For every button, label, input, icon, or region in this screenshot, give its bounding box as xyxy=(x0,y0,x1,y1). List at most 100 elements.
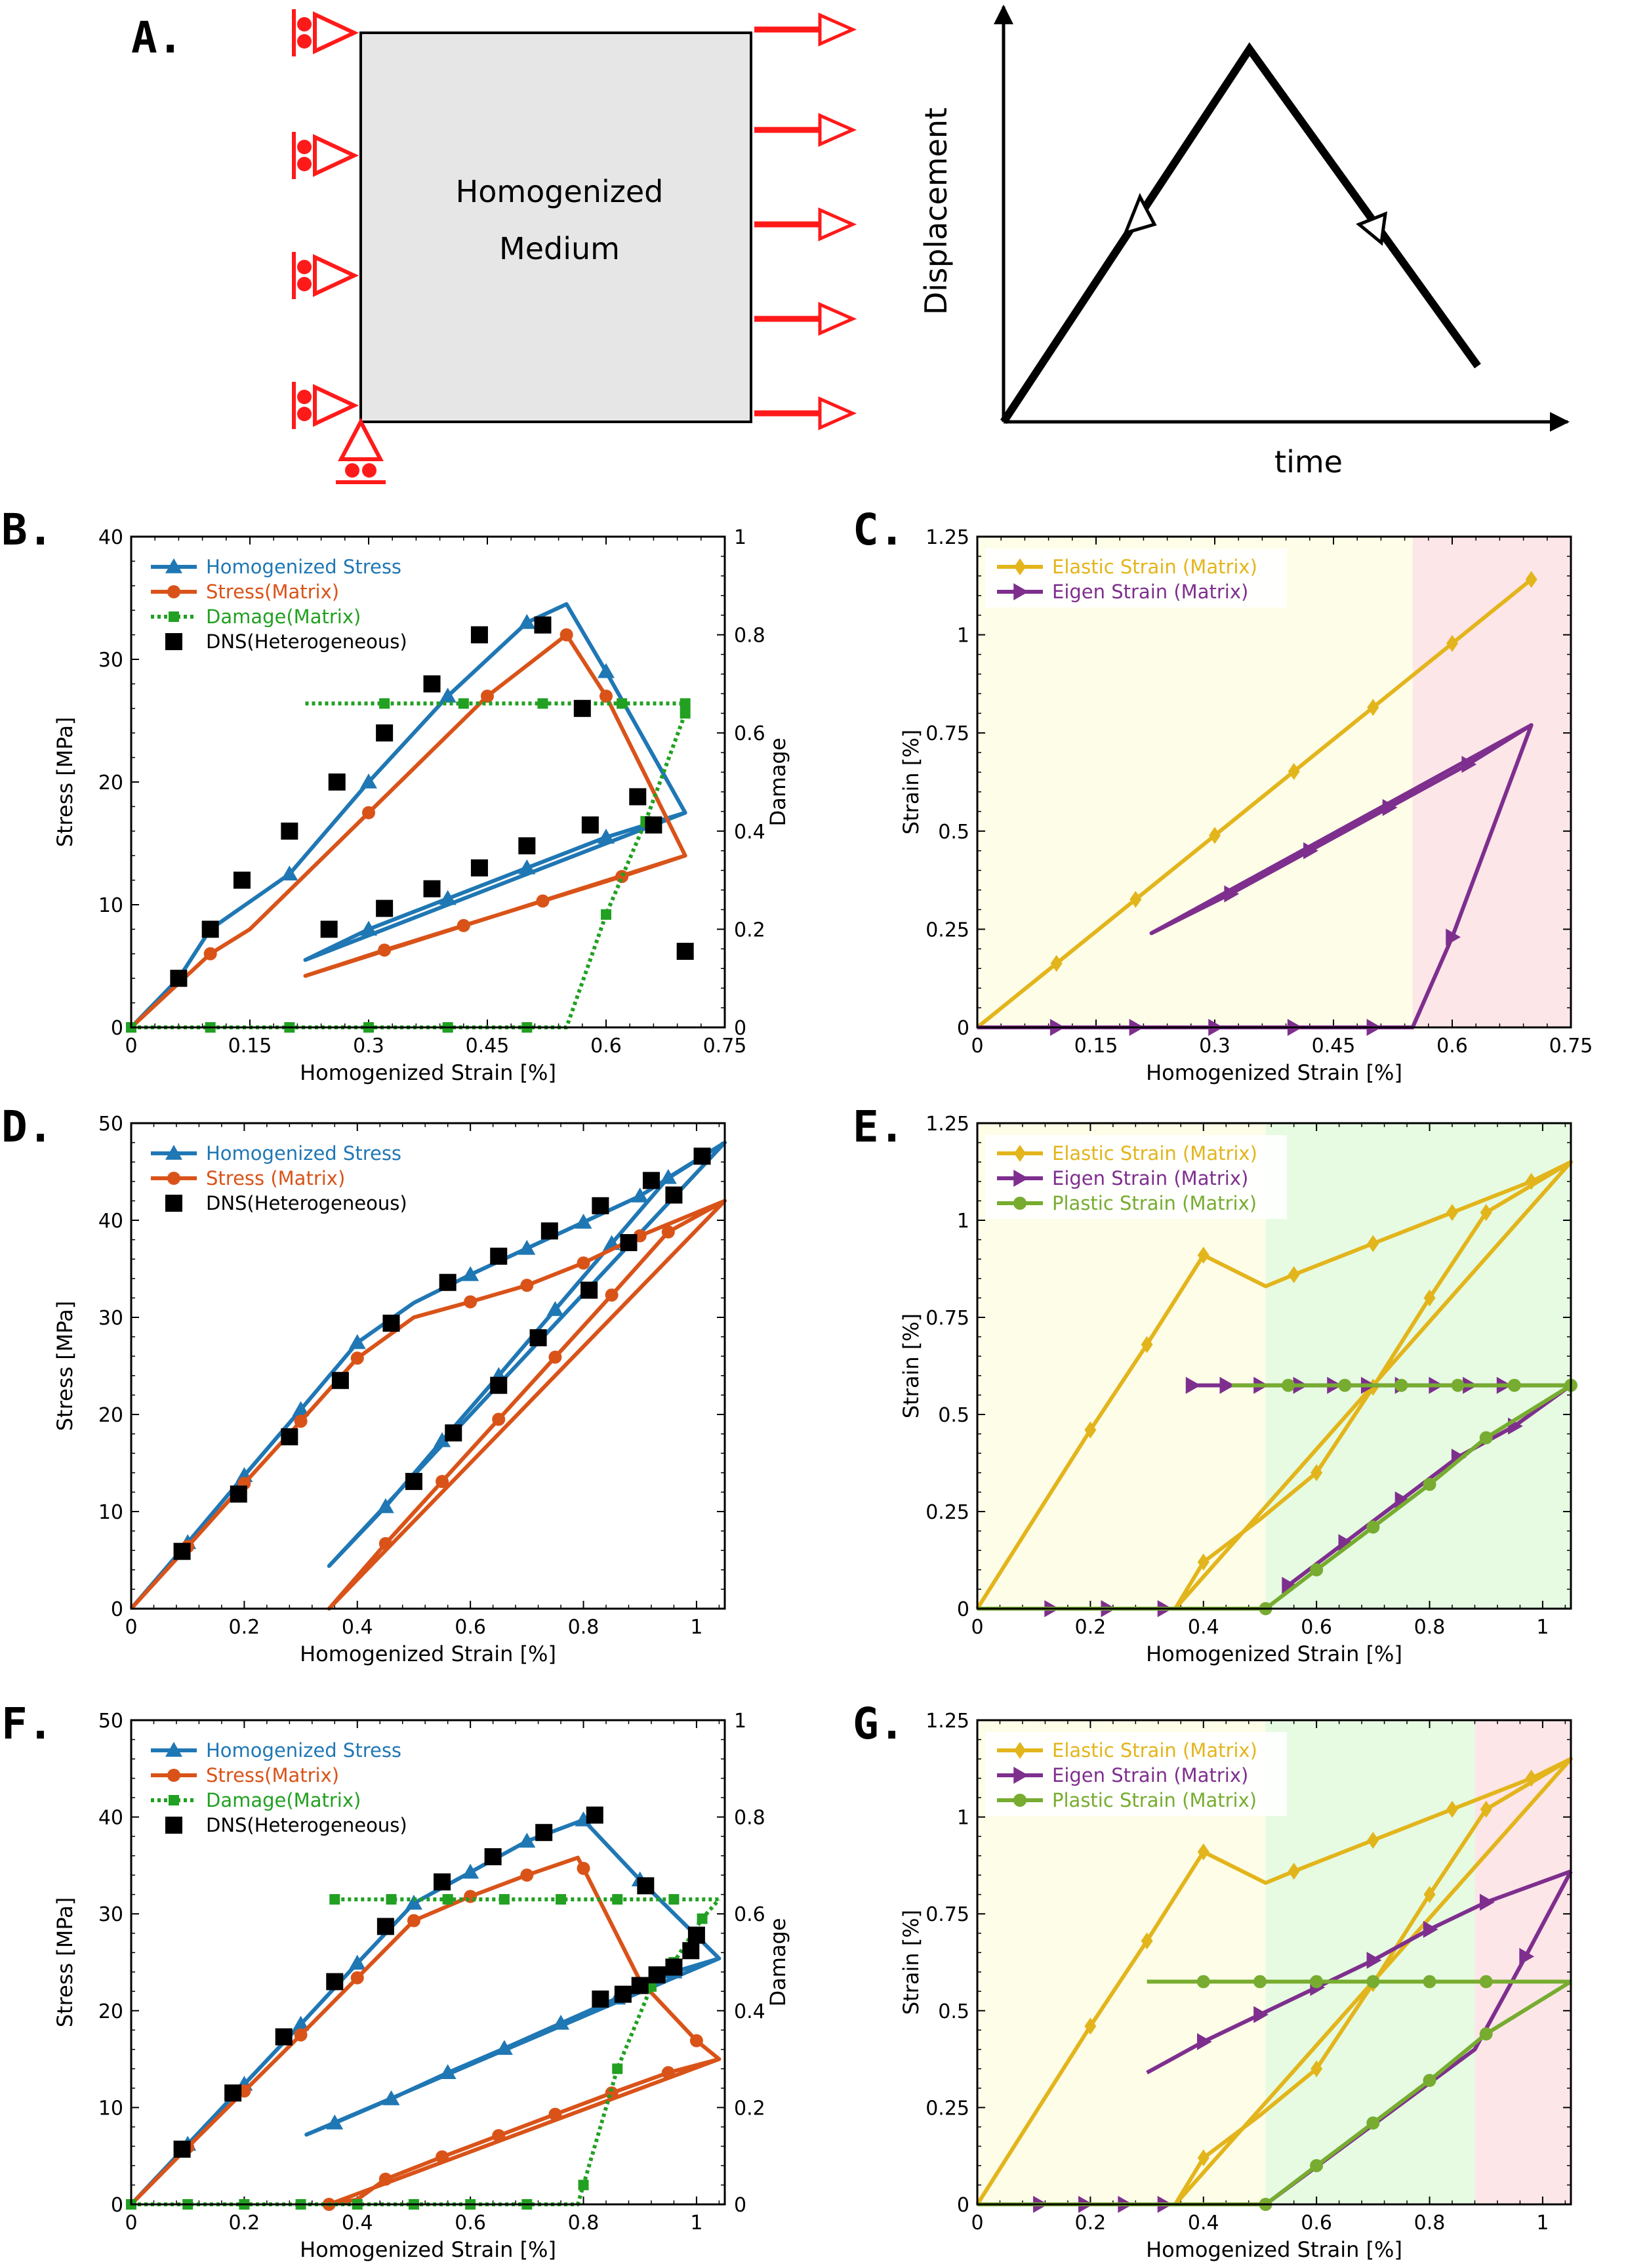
data-point-triangle xyxy=(434,1432,451,1447)
y-tick-label: 40 xyxy=(98,1807,123,1830)
y-tick-label: 10 xyxy=(98,894,123,917)
dns-data-point xyxy=(275,2028,293,2046)
y-tick-label: 1 xyxy=(957,1210,969,1233)
data-point-circle xyxy=(436,2150,449,2164)
data-point-circle xyxy=(1451,1378,1465,1392)
data-point-diamond xyxy=(1209,827,1221,844)
data-point-circle xyxy=(492,2129,506,2143)
chart-e: 0 0.2 0.4 0.6 0.8 1 0 0.25 0.5 0.75 1 1.25 Homogeniz… xyxy=(899,1113,1577,1666)
data-point-circle xyxy=(577,1861,590,1875)
dns-data-point xyxy=(586,1806,603,1824)
data-point-circle xyxy=(1013,1794,1027,1807)
y-tick-label: 50 xyxy=(98,1710,123,1733)
y-tick-label: 30 xyxy=(98,1903,123,1926)
y-tick-label: 0.25 xyxy=(925,918,969,941)
y-tick-label: 0.5 xyxy=(938,1404,969,1427)
y-tick-label: 50 xyxy=(98,1113,123,1136)
axis-ticks: 0 0.15 0.3 0.45 0.6 0.7501020304000.20.40.60.… xyxy=(98,526,765,1058)
data-point-circle xyxy=(203,947,217,960)
data-point-triangle xyxy=(281,865,298,880)
dns-data-point xyxy=(490,1247,508,1265)
data-point-triangle xyxy=(631,1187,649,1203)
y-tick-label: 0 xyxy=(957,1017,969,1040)
dns-data-point xyxy=(165,633,182,650)
dns-data-point xyxy=(592,1990,609,2008)
data-point-triangle xyxy=(659,1168,677,1184)
dns-data-point xyxy=(676,943,694,960)
dns-data-point xyxy=(165,1195,182,1212)
y-tick-label: 0.25 xyxy=(925,2097,969,2120)
data-point-diamond xyxy=(1288,1266,1300,1283)
series-dns-heterogeneous- xyxy=(173,1806,705,2158)
dns-data-point xyxy=(645,816,662,834)
data-point-triangle xyxy=(495,2040,513,2055)
x-tick-label: 0.6 xyxy=(1301,2212,1332,2235)
data-point-square xyxy=(169,1795,179,1805)
data-point-square xyxy=(617,698,628,709)
panel-label-g: G. xyxy=(853,1699,905,1749)
y2-tick-label: 0.8 xyxy=(734,1807,765,1830)
dns-data-point xyxy=(642,1172,660,1189)
data-point-triangle xyxy=(518,1832,536,1848)
data-point-circle xyxy=(1394,1378,1408,1392)
data-point-diamond xyxy=(1480,1204,1492,1222)
legend-entry: DNS(Heterogeneous) xyxy=(206,1814,407,1836)
dns-data-point xyxy=(328,773,346,791)
data-point-diamond xyxy=(1141,1336,1153,1353)
series-stress-matrix- xyxy=(129,1199,727,1611)
y-tick-label: 1 xyxy=(957,625,969,648)
data-point-circle xyxy=(1479,1431,1493,1445)
dns-data-point xyxy=(201,920,219,938)
y-axis-label: Strain [%] xyxy=(899,730,924,835)
data-point-square xyxy=(556,1894,567,1905)
data-point-diamond xyxy=(1197,1247,1210,1264)
data-point-circle xyxy=(1366,1520,1380,1534)
y-tick-label: 0.5 xyxy=(938,2000,969,2023)
data-point-circle xyxy=(1423,2074,1436,2088)
data-point-circle xyxy=(481,690,494,703)
data-point-diamond xyxy=(1446,634,1458,652)
data-point-diamond xyxy=(1084,1421,1097,1439)
y-tick-label: 0.25 xyxy=(925,1501,969,1524)
data-point-circle xyxy=(1338,1378,1352,1392)
data-point-circle xyxy=(1196,1975,1210,1989)
displacement-label: Displacement xyxy=(918,108,954,315)
x-tick-label: 0.8 xyxy=(1414,1616,1446,1639)
y-tick-label: 0.75 xyxy=(925,1903,969,1926)
data-point-triangle xyxy=(518,859,536,875)
support-triangle xyxy=(313,384,359,427)
x-tick-label: 0.75 xyxy=(1549,1035,1593,1058)
panel-label-a: A. xyxy=(131,12,183,63)
legend-entry: Homogenized Stress xyxy=(206,1739,401,1762)
data-point-circle xyxy=(167,585,180,598)
legend-entry: Stress(Matrix) xyxy=(206,581,339,603)
y-tick-label: 0 xyxy=(111,2194,123,2217)
series-layer xyxy=(976,571,1537,1036)
data-point-diamond xyxy=(1446,1204,1458,1222)
x-tick-label: 0 xyxy=(971,2212,983,2235)
panel-a-schematic: A. Homogenized Medium Displacement time xyxy=(131,5,1570,484)
y-tick-label: 10 xyxy=(98,2097,123,2120)
series-line xyxy=(129,632,687,1029)
load-arrow-head xyxy=(818,113,857,147)
dns-data-point xyxy=(170,970,188,987)
data-point-triangle xyxy=(165,558,182,573)
x-tick-label: 0.8 xyxy=(1414,2212,1446,2235)
data-point-circle xyxy=(1366,1975,1380,1989)
data-point-triangle xyxy=(360,920,377,936)
data-point-square xyxy=(537,698,548,709)
data-point-circle xyxy=(548,2107,562,2121)
data-point-circle xyxy=(1479,1975,1493,1989)
data-point-circle xyxy=(294,1414,308,1428)
support-roller xyxy=(297,140,312,154)
dns-data-point xyxy=(580,1281,598,1299)
x-tick-label: 1 xyxy=(690,1616,702,1639)
data-point-circle xyxy=(350,1971,364,1985)
dns-data-point xyxy=(620,1234,638,1252)
data-point-circle xyxy=(1310,2158,1324,2172)
dns-data-point xyxy=(405,1473,422,1491)
x-tick-label: 0.4 xyxy=(1188,1616,1219,1639)
x-tick-label: 0.6 xyxy=(1436,1035,1468,1058)
panel-label-f: F. xyxy=(1,1699,53,1749)
data-point-diamond xyxy=(1288,1863,1300,1880)
